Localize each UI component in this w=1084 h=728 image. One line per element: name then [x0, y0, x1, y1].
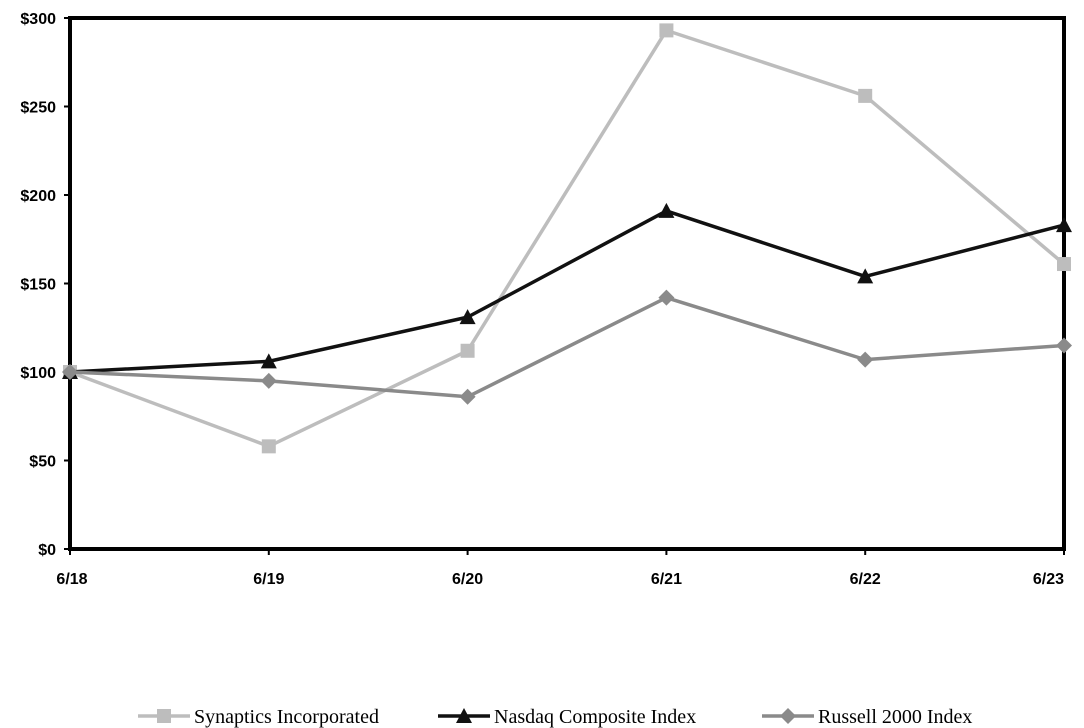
series-line — [69, 295, 1065, 399]
data-point — [460, 343, 475, 358]
series-line — [69, 209, 1065, 374]
x-tick-label: 6/19 — [253, 571, 284, 588]
data-point — [62, 364, 78, 380]
series-russell-2000-index — [62, 289, 1072, 405]
y-tick-label: $150 — [20, 277, 56, 294]
legend-swatch-marker — [780, 708, 796, 724]
x-axis: 6/18 6/19 6/20 6/21 6/22 6/23 — [56, 549, 1065, 588]
series-line — [69, 28, 1066, 449]
data-point — [260, 353, 277, 369]
x-tick-label: 6/18 — [56, 571, 87, 588]
legend-item: Russell 2000 Index — [762, 706, 972, 728]
data-point — [459, 388, 476, 405]
data-point — [658, 202, 675, 218]
series-layer — [62, 23, 1072, 454]
data-point — [459, 309, 476, 325]
y-tick-label: $100 — [20, 365, 56, 382]
data-point — [261, 439, 276, 454]
data-point — [658, 289, 675, 306]
legend-item: Synaptics Incorporated — [138, 706, 379, 728]
legend-label: Russell 2000 Index — [818, 706, 972, 728]
y-tick-label: $200 — [20, 188, 56, 205]
x-tick-label: 6/23 — [1033, 571, 1064, 588]
data-point — [260, 372, 277, 389]
data-point — [857, 268, 874, 284]
series-nasdaq-composite-index — [62, 202, 1072, 379]
data-point — [858, 88, 873, 103]
legend-swatch-marker — [456, 708, 472, 723]
x-tick-label: 6/21 — [651, 571, 682, 588]
legend-label: Synaptics Incorporated — [194, 706, 379, 728]
data-point — [857, 351, 874, 368]
y-tick-label: $0 — [38, 542, 56, 559]
legend-item: Nasdaq Composite Index — [438, 706, 696, 728]
y-tick-label: $300 — [20, 11, 56, 28]
plot-area-frame — [68, 16, 1066, 551]
x-tick-label: 6/20 — [452, 571, 483, 588]
data-point — [659, 23, 674, 38]
legend-swatch-marker — [157, 709, 171, 723]
data-point — [1057, 257, 1071, 272]
data-point — [1056, 337, 1072, 354]
legend: Synaptics Incorporated Nasdaq Composite I… — [138, 706, 972, 728]
y-axis: $0 $50 $100 $150 $200 $250 $300 — [20, 11, 70, 559]
y-tick-label: $250 — [20, 100, 56, 117]
legend-label: Nasdaq Composite Index — [494, 706, 696, 728]
y-tick-label: $50 — [29, 454, 56, 471]
series-synaptics-incorporated — [63, 23, 1071, 454]
data-point — [1056, 217, 1072, 233]
x-tick-label: 6/22 — [850, 571, 881, 588]
